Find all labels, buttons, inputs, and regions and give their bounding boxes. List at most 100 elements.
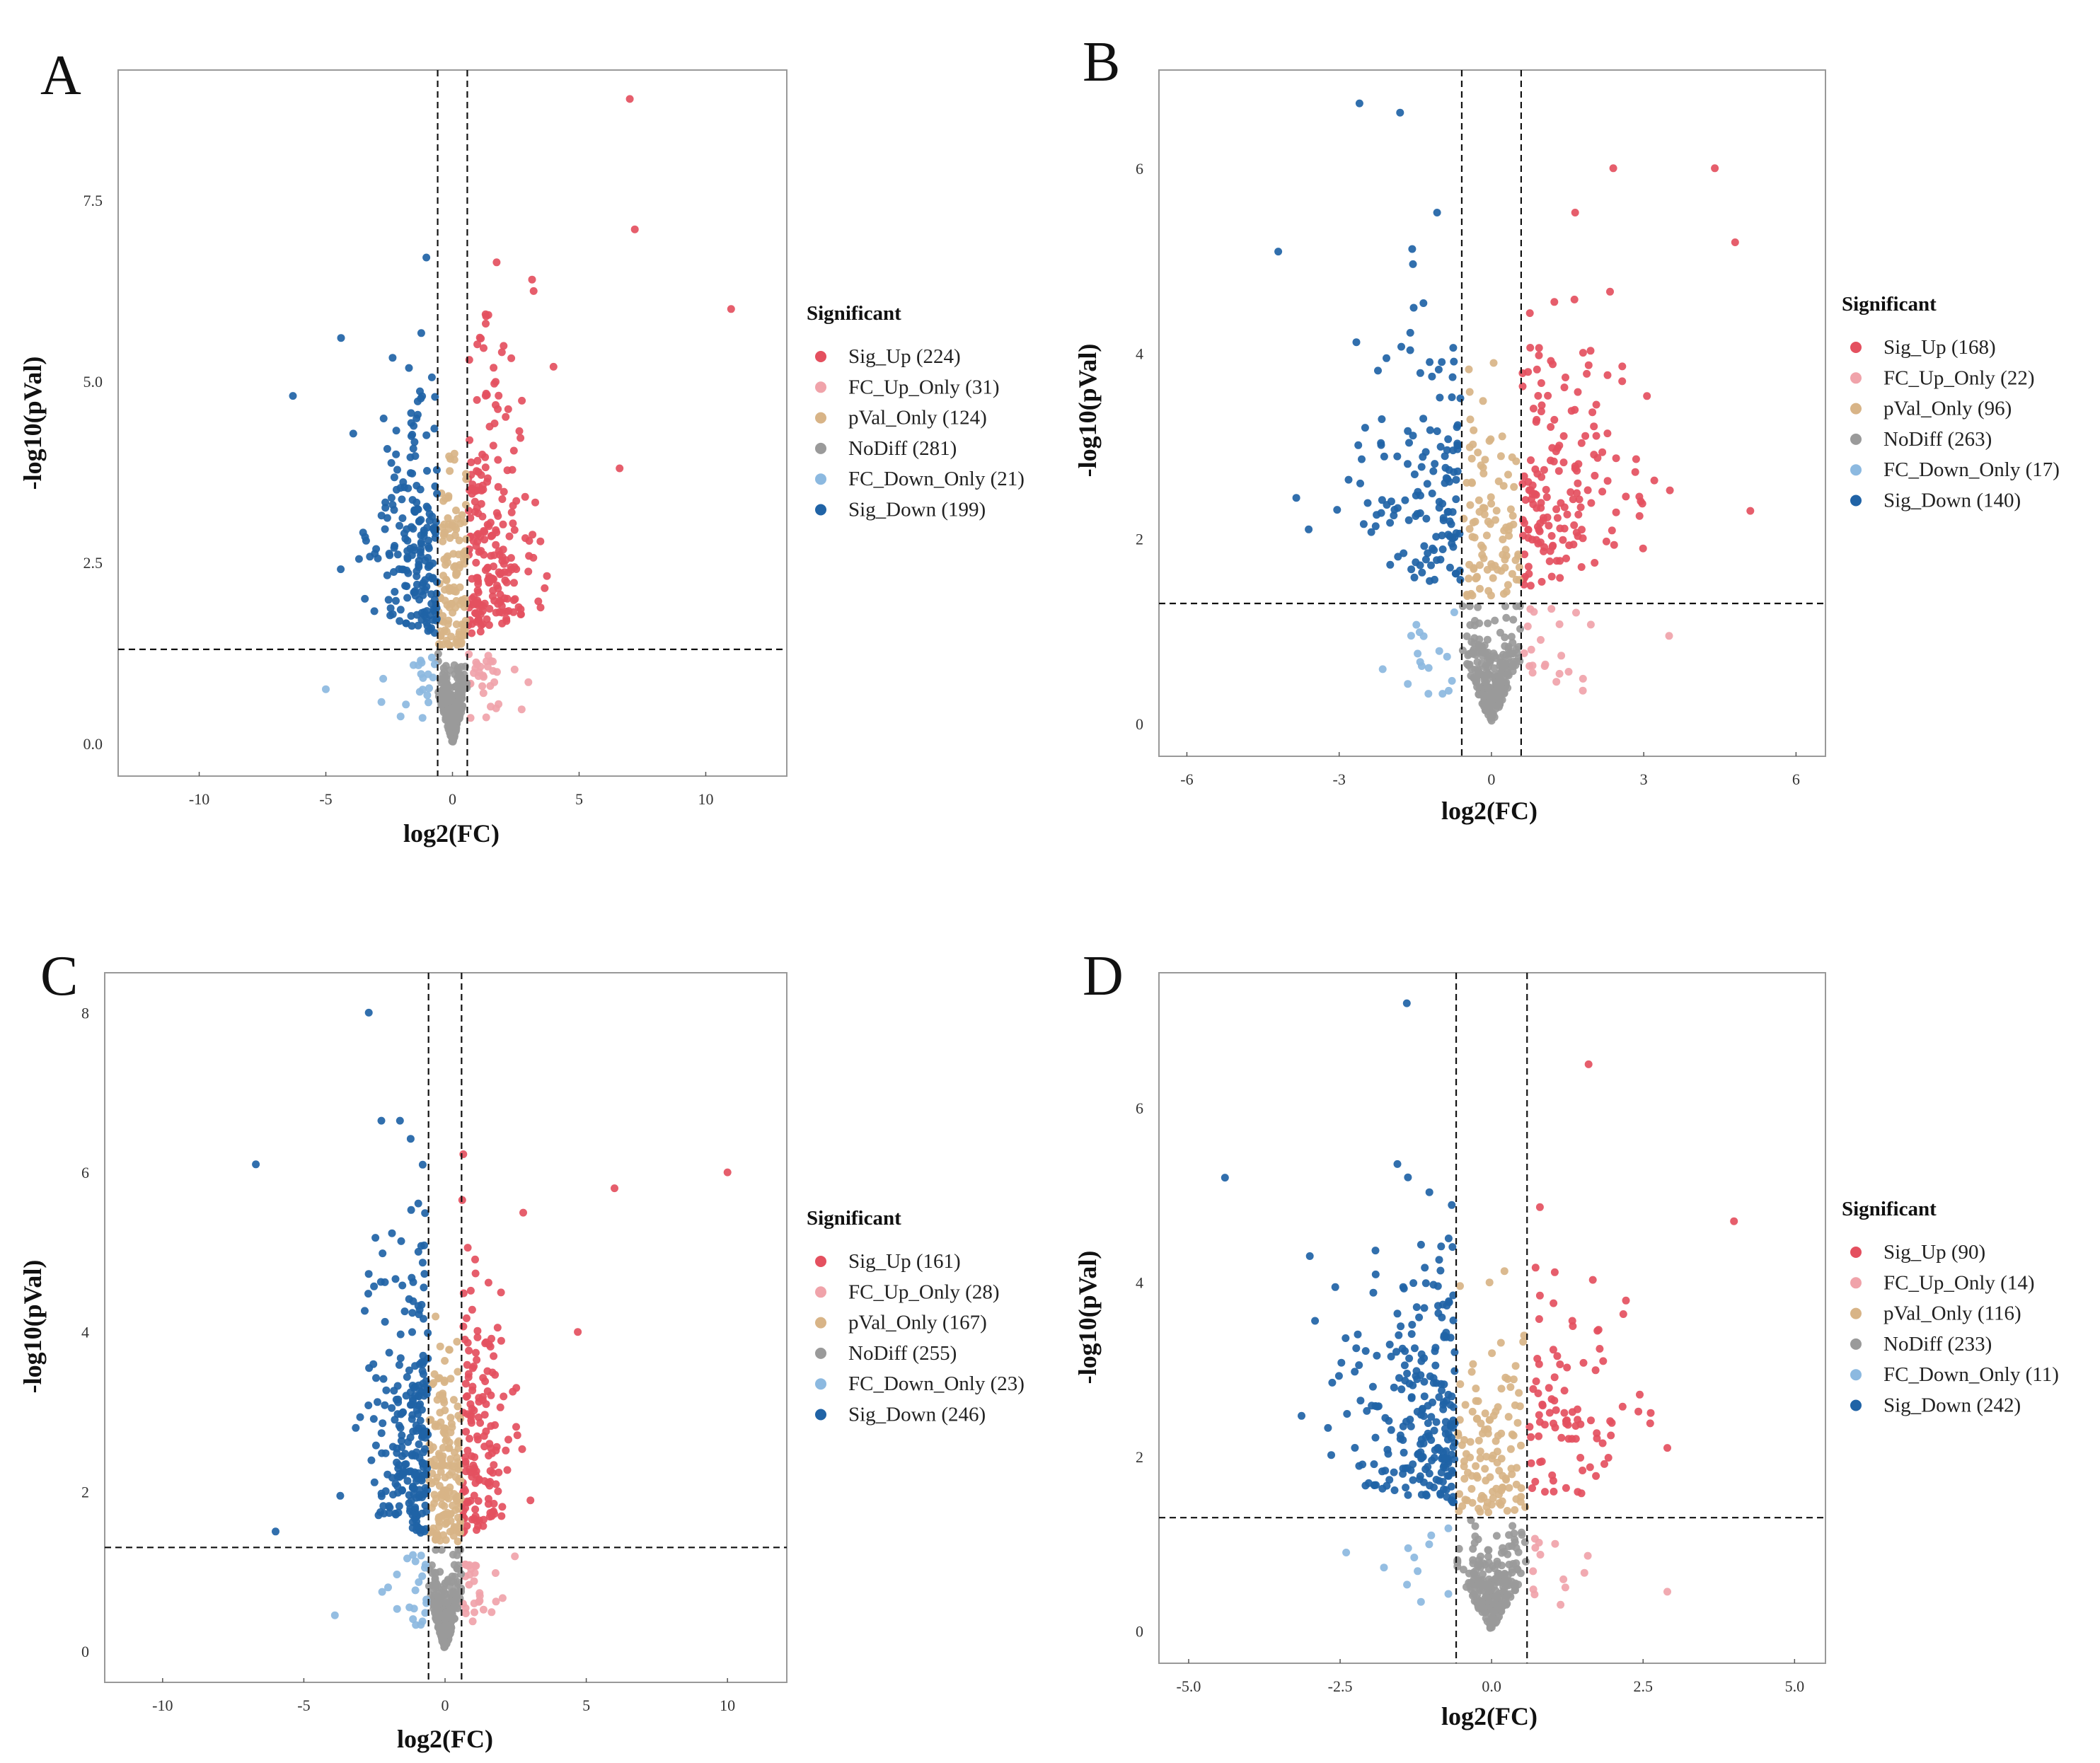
point-fc-up-only	[1541, 660, 1550, 669]
point-nodiff	[1487, 1623, 1496, 1631]
point-sig-down	[420, 1241, 428, 1249]
point-sig-down	[1351, 1444, 1359, 1452]
point-pval-only	[1474, 1397, 1482, 1405]
point-fc-up-only	[1557, 1600, 1565, 1609]
point-sig-down	[430, 424, 439, 433]
point-fc-down-only	[421, 1563, 429, 1572]
point-sig-up	[1550, 1487, 1558, 1496]
point-nodiff	[430, 1568, 439, 1577]
point-sig-down	[1337, 1358, 1346, 1367]
point-sig-down	[426, 625, 434, 634]
point-pval-only	[1465, 560, 1474, 569]
point-pval-only	[450, 1448, 458, 1457]
point-sig-down	[381, 1317, 389, 1326]
point-sig-down	[420, 532, 428, 541]
point-pval-only	[1502, 587, 1511, 596]
point-nodiff	[1462, 632, 1471, 640]
point-pval-only	[441, 1429, 449, 1438]
legend-label: Sig_Up (224)	[848, 345, 961, 368]
point-fc-up-only	[484, 652, 492, 660]
point-nodiff	[449, 1605, 457, 1613]
point-sig-up	[1603, 371, 1612, 379]
point-pval-only	[1467, 1485, 1476, 1493]
point-sig-down	[1396, 1431, 1404, 1440]
point-sig-up	[490, 562, 497, 571]
point-sig-up	[1576, 1454, 1585, 1462]
point-sig-down	[1441, 479, 1449, 487]
point-sig-up	[514, 603, 523, 611]
point-pval-only	[1505, 1484, 1513, 1492]
point-sig-up	[529, 531, 537, 539]
x-tick-label: 2.5	[1633, 1677, 1653, 1695]
point-sig-down	[379, 1375, 388, 1383]
point-sig-up	[1583, 486, 1592, 495]
point-sig-up	[493, 1324, 502, 1332]
point-sig-up	[1593, 1434, 1601, 1443]
point-sig-down	[432, 466, 441, 474]
point-nodiff	[454, 702, 462, 710]
point-nodiff	[1522, 1557, 1530, 1566]
point-sig-down	[405, 1366, 413, 1375]
point-pval-only	[462, 553, 471, 562]
point-fc-up-only	[465, 650, 473, 659]
point-sig-down	[1443, 1435, 1452, 1444]
point-pval-only	[1515, 576, 1523, 584]
point-sig-down	[407, 432, 415, 440]
point-nodiff	[452, 682, 461, 690]
point-sig-down	[1424, 1419, 1432, 1428]
point-sig-down	[1383, 1481, 1391, 1490]
point-sig-up	[1552, 505, 1561, 514]
point-pval-only	[1476, 584, 1484, 593]
point-sig-up	[1560, 1387, 1569, 1395]
point-sig-up	[503, 1466, 512, 1474]
point-fc-up-only	[1526, 605, 1535, 613]
point-pval-only	[1475, 1505, 1483, 1513]
point-sig-up	[498, 495, 507, 503]
point-sig-down	[408, 1415, 416, 1423]
x-tick-label: -10	[189, 790, 209, 808]
point-fc-down-only	[410, 1605, 418, 1613]
point-sig-up	[1535, 344, 1543, 352]
point-fc-up-only	[1555, 669, 1564, 678]
point-sig-up	[1559, 432, 1568, 440]
point-sig-up	[1531, 1264, 1540, 1272]
panel-letter: B	[1083, 31, 1120, 93]
point-sig-up	[1636, 1390, 1644, 1399]
point-sig-down	[1404, 460, 1412, 468]
point-sig-down	[396, 606, 405, 614]
point-sig-down	[398, 495, 406, 504]
point-sig-down	[371, 550, 379, 557]
point-sig-down	[393, 485, 400, 494]
point-sig-up	[494, 456, 502, 464]
point-sig-down	[422, 431, 431, 439]
point-sig-down	[1444, 1235, 1453, 1242]
y-tick-label: 6	[1136, 160, 1143, 178]
point-sig-down	[430, 596, 439, 604]
point-sig-down	[377, 511, 386, 520]
point-sig-down	[399, 478, 408, 486]
point-sig-down	[396, 617, 404, 625]
point-sig-up	[468, 594, 476, 603]
point-fc-down-only	[1425, 1540, 1433, 1549]
point-sig-down	[381, 1401, 389, 1409]
point-sig-down	[349, 429, 357, 438]
point-sig-down	[1355, 99, 1363, 108]
point-sig-down	[1344, 475, 1353, 484]
point-sig-up	[485, 522, 493, 531]
point-sig-up	[471, 1505, 480, 1513]
point-pval-only	[1506, 1383, 1515, 1392]
point-sig-down	[1328, 1378, 1337, 1387]
point-sig-up	[521, 492, 529, 501]
point-sig-up	[492, 401, 500, 409]
point-sig-up	[526, 1496, 535, 1505]
point-sig-down	[424, 1329, 432, 1337]
point-sig-down	[364, 1401, 373, 1409]
point-fc-down-only	[393, 1605, 401, 1613]
point-sig-down	[1373, 1402, 1382, 1411]
point-sig-down	[386, 551, 394, 560]
point-sig-down	[1438, 358, 1446, 366]
point-sig-up	[472, 542, 480, 550]
legend-label: FC_Down_Only (11)	[1883, 1363, 2059, 1386]
point-pval-only	[454, 1537, 462, 1546]
